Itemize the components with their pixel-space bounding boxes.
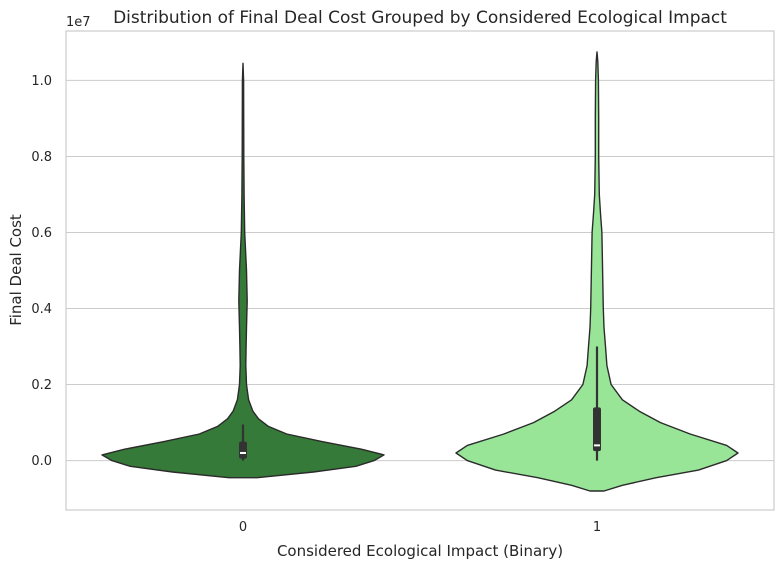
y-offset-label: 1e7: [66, 15, 91, 30]
plot-frame: [65, 30, 775, 511]
grid-layer: [66, 79, 774, 462]
y-tick-label: 1.0: [31, 74, 52, 89]
iqr-box-1: [593, 407, 601, 452]
chart-title: Distribution of Final Deal Cost Grouped …: [113, 8, 727, 28]
y-axis-label: Final Deal Cost: [7, 214, 25, 326]
violin-body-0: [101, 62, 385, 479]
x-axis-label: Considered Ecological Impact (Binary): [277, 542, 563, 560]
y-tick-label: 0.2: [31, 378, 52, 393]
y-tick-label: 0.4: [31, 302, 52, 317]
y-tick-label: 0.6: [31, 226, 52, 241]
y-tick-label: 0.0: [31, 454, 52, 469]
x-tick-label: 1: [593, 520, 601, 535]
violin-layer: [101, 51, 739, 492]
y-tick-label: 0.8: [31, 150, 52, 165]
violin-body-1: [455, 51, 739, 492]
tick-layer: 0.0 0.2 0.4 0.6 0.8 1.0 0 1: [31, 74, 601, 535]
iqr-box-0: [239, 441, 247, 459]
x-tick-label: 0: [239, 520, 247, 535]
